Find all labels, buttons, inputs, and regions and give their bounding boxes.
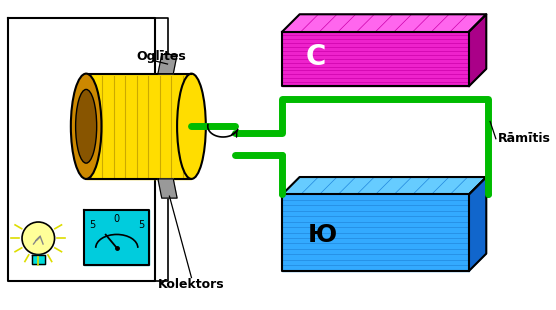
Ellipse shape [76,89,97,163]
Circle shape [22,222,54,255]
Polygon shape [469,177,486,271]
Polygon shape [158,55,177,74]
Text: C: C [306,43,326,71]
Text: Kolektors: Kolektors [158,278,225,291]
Polygon shape [85,210,150,265]
Text: 0: 0 [114,214,120,224]
Polygon shape [282,14,486,32]
Ellipse shape [71,74,101,179]
Text: 5: 5 [89,220,95,230]
Polygon shape [469,14,486,86]
Text: Oglītes: Oglītes [136,50,186,63]
Text: 5: 5 [138,220,145,230]
Text: Rāmītis: Rāmītis [498,132,550,145]
Polygon shape [32,255,45,264]
Polygon shape [282,194,469,271]
Polygon shape [282,177,486,194]
Polygon shape [282,32,469,86]
Text: Ю: Ю [308,224,337,247]
Polygon shape [158,179,177,198]
Polygon shape [86,74,191,179]
Ellipse shape [177,74,206,179]
